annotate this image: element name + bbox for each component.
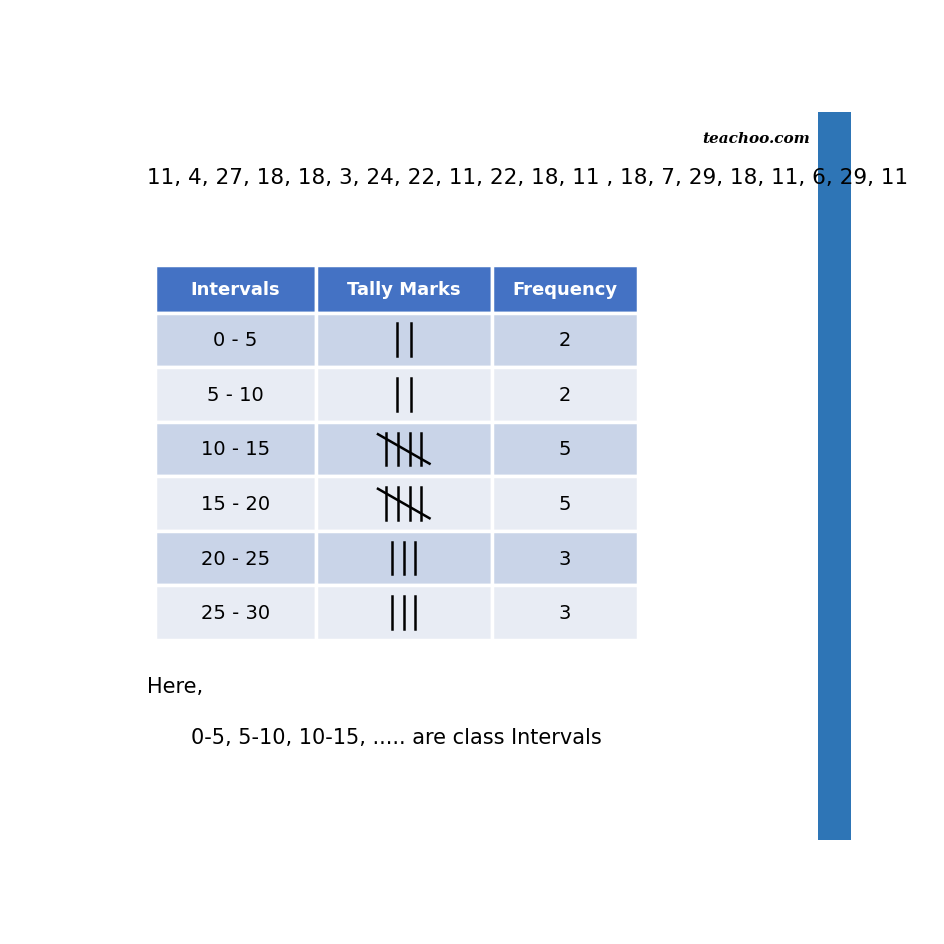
- Bar: [315, 367, 491, 422]
- Bar: [155, 313, 315, 367]
- Text: 15 - 20: 15 - 20: [200, 495, 270, 514]
- Bar: [491, 531, 637, 585]
- Bar: [315, 422, 491, 477]
- Bar: [817, 113, 850, 840]
- Bar: [155, 531, 315, 585]
- Bar: [315, 313, 491, 367]
- Text: 11, 4, 27, 18, 18, 3, 24, 22, 11, 22, 18, 11 , 18, 7, 29, 18, 11, 6, 29, 11: 11, 4, 27, 18, 18, 3, 24, 22, 11, 22, 18…: [147, 168, 907, 188]
- Bar: [315, 266, 491, 313]
- Bar: [491, 313, 637, 367]
- Bar: [315, 531, 491, 585]
- Bar: [315, 585, 491, 640]
- Text: 2: 2: [558, 385, 570, 404]
- Bar: [491, 477, 637, 531]
- Text: 5: 5: [558, 440, 570, 459]
- Bar: [491, 422, 637, 477]
- Text: 5: 5: [558, 495, 570, 514]
- Text: 20 - 25: 20 - 25: [200, 549, 270, 568]
- Bar: [315, 477, 491, 531]
- Text: 3: 3: [558, 549, 570, 568]
- Bar: [491, 367, 637, 422]
- Bar: [155, 477, 315, 531]
- Text: Here,: Here,: [147, 677, 203, 697]
- Text: 2: 2: [558, 331, 570, 350]
- Bar: [155, 422, 315, 477]
- Text: Intervals: Intervals: [191, 280, 279, 298]
- Bar: [155, 367, 315, 422]
- Text: 5 - 10: 5 - 10: [207, 385, 263, 404]
- Text: teachoo.com: teachoo.com: [701, 131, 809, 145]
- Text: 3: 3: [558, 603, 570, 622]
- Text: Tally Marks: Tally Marks: [346, 280, 460, 298]
- Bar: [491, 266, 637, 313]
- Text: 0 - 5: 0 - 5: [213, 331, 257, 350]
- Text: 25 - 30: 25 - 30: [200, 603, 270, 622]
- Text: 10 - 15: 10 - 15: [200, 440, 270, 459]
- Bar: [155, 266, 315, 313]
- Text: Frequency: Frequency: [512, 280, 616, 298]
- Text: 0-5, 5-10, 10-15, ..... are class Intervals: 0-5, 5-10, 10-15, ..... are class Interv…: [191, 728, 601, 748]
- Bar: [491, 585, 637, 640]
- Bar: [155, 585, 315, 640]
